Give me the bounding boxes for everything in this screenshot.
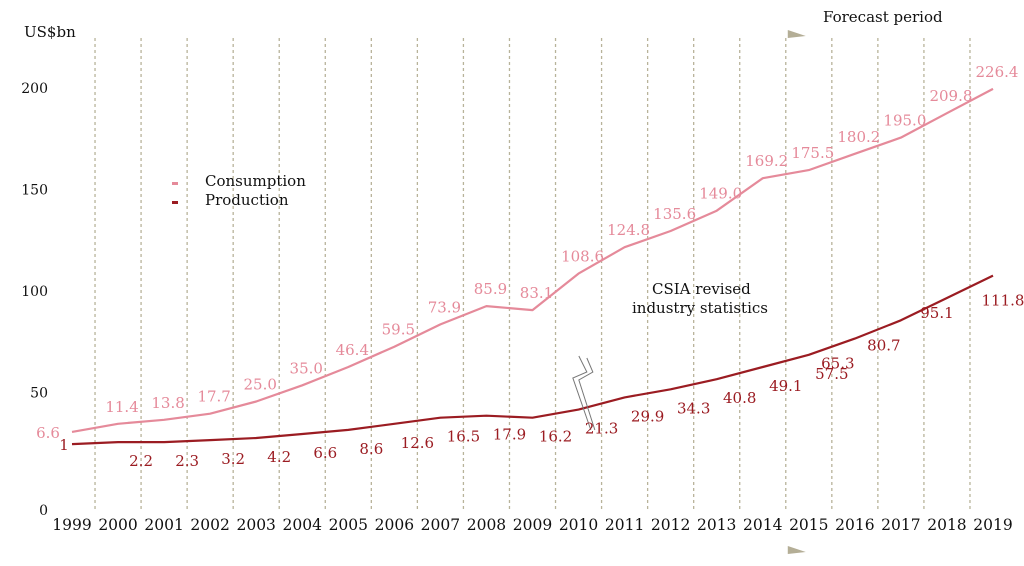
y-tick-label: 50 <box>30 386 48 402</box>
x-tick-label: 2005 <box>329 516 368 534</box>
y-axis-unit-label: US$bn <box>24 23 76 41</box>
production-data-label: 21.3 <box>585 420 618 438</box>
series-line-consumption <box>71 87 994 433</box>
production-data-label: 29.9 <box>631 407 664 425</box>
production-data-label: 49.1 <box>769 377 802 395</box>
production-data-label: 80.7 <box>867 336 900 354</box>
x-tick-label: 2016 <box>835 516 874 534</box>
y-tick-label: 150 <box>21 183 48 199</box>
y-axis-ticks: 0 50 100 150 200 <box>21 81 48 519</box>
production-data-label: 40.8 <box>723 389 756 407</box>
consumption-data-label: 73.9 <box>428 298 461 316</box>
production-data-label: 16.5 <box>447 428 480 446</box>
consumption-data-label: 83.1 <box>520 284 553 302</box>
x-tick-label: 2018 <box>927 516 966 534</box>
y-tick-label: 100 <box>21 284 48 300</box>
revised-statistics-note-line-1: CSIA revised <box>652 280 751 298</box>
consumption-data-label: 25.0 <box>243 376 276 394</box>
consumption-data-label: 46.4 <box>336 341 369 359</box>
revised-statistics-note-line-2: industry statistics <box>632 299 768 317</box>
production-data-label: 57.5 <box>815 365 848 383</box>
x-tick-label: 2002 <box>190 516 229 534</box>
consumption-data-label: 59.5 <box>382 321 415 339</box>
legend-swatch-production <box>172 201 178 204</box>
legend-label-consumption: Consumption <box>205 172 306 190</box>
consumption-data-label: 13.8 <box>151 394 184 412</box>
x-axis-ticks: 1999 2000 2001 2002 2003 2004 2005 2006 2007 2008… <box>52 516 1012 534</box>
series-lines <box>71 87 994 446</box>
legend-label-production: Production <box>205 191 289 209</box>
x-tick-label: 2013 <box>697 516 736 534</box>
x-tick-label: 2003 <box>236 516 275 534</box>
x-tick-label: 2006 <box>375 516 414 534</box>
x-tick-label: 2004 <box>283 516 323 534</box>
production-data-label: 111.8 <box>982 292 1024 310</box>
x-tick-label: 2000 <box>98 516 137 534</box>
forecast-marker <box>787 30 806 554</box>
x-tick-label: 2017 <box>881 516 920 534</box>
x-tick-label: 2012 <box>651 516 690 534</box>
data-labels: 6.6 11.4 13.8 17.7 25.0 35.0 46.4 59.5 73.9 85.9 8… <box>36 63 1024 470</box>
y-tick-label: 200 <box>21 81 48 97</box>
legend-swatch-consumption <box>172 182 178 185</box>
production-data-label: 95.1 <box>920 304 953 322</box>
production-data-label: 4.2 <box>267 448 291 466</box>
consumption-data-label: 17.7 <box>197 388 230 406</box>
production-data-label: 6.6 <box>313 444 337 462</box>
production-data-label: 2.3 <box>175 452 199 470</box>
consumption-data-label: 11.4 <box>105 398 138 416</box>
production-data-label: 2.2 <box>129 452 153 470</box>
break-zigzag-1 <box>572 355 592 431</box>
x-tick-label: 2010 <box>559 516 598 534</box>
production-data-label: 3.2 <box>221 450 245 468</box>
production-data-label: 12.6 <box>401 434 434 452</box>
consumption-data-label: 149.0 <box>699 185 742 203</box>
forecast-period-label: Forecast period <box>823 8 943 26</box>
x-tick-label: 2009 <box>513 516 552 534</box>
production-data-label: 8.6 <box>359 440 383 458</box>
consumption-data-label: 175.5 <box>791 144 834 162</box>
x-tick-label: 1999 <box>52 516 91 534</box>
production-data-label: 16.2 <box>539 428 572 446</box>
grid-lines <box>94 38 971 512</box>
x-tick-label: 2019 <box>973 516 1012 534</box>
consumption-data-label: 226.4 <box>976 63 1019 81</box>
production-data-label: 65.3 <box>821 355 854 373</box>
production-data-label: 17.9 <box>493 426 526 444</box>
production-data-label: 34.3 <box>677 399 710 417</box>
series-line-production <box>71 274 994 446</box>
consumption-data-label: 169.2 <box>745 152 788 170</box>
production-data-label: 1 <box>59 436 69 454</box>
consumption-data-label: 35.0 <box>290 359 323 377</box>
consumption-data-label: 6.6 <box>36 424 60 442</box>
x-tick-label: 2001 <box>144 516 183 534</box>
forecast-marker-top <box>787 30 806 38</box>
consumption-data-label: 85.9 <box>474 280 507 298</box>
consumption-data-label: 180.2 <box>837 128 880 146</box>
consumption-data-label: 195.0 <box>883 112 926 130</box>
consumption-data-label: 209.8 <box>929 87 972 105</box>
y-tick-label: 0 <box>39 503 48 519</box>
consumption-data-label: 108.6 <box>561 248 604 266</box>
consumption-data-label: 135.6 <box>653 205 696 223</box>
break-zigzag-2 <box>578 357 596 431</box>
x-tick-label: 2011 <box>605 516 644 534</box>
consumption-data-label: 124.8 <box>607 221 650 239</box>
x-tick-label: 2008 <box>467 516 506 534</box>
x-tick-label: 2015 <box>789 516 828 534</box>
forecast-marker-bottom <box>787 546 806 554</box>
x-tick-label: 2007 <box>421 516 460 534</box>
x-tick-label: 2014 <box>743 516 783 534</box>
series-break-marker <box>572 355 596 431</box>
